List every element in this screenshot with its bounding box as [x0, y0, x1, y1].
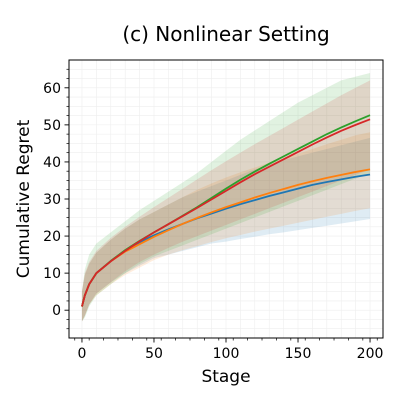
- x-tick-label: 200: [357, 346, 384, 362]
- y-tick-label: 60: [43, 81, 61, 97]
- band-series-1: [81, 137, 371, 322]
- band-series-2: [81, 132, 371, 322]
- x-tick-label: 50: [145, 346, 163, 362]
- y-axis-label: Cumulative Regret: [14, 119, 34, 278]
- y-tick-label: 40: [43, 155, 61, 171]
- line-series-4: [81, 118, 371, 307]
- x-tick-label: 100: [213, 346, 240, 362]
- series-lines: [81, 114, 371, 307]
- band-series-4: [81, 80, 371, 322]
- chart-title: (c) Nonlinear Setting: [122, 22, 329, 46]
- confidence-bands: [81, 72, 371, 322]
- y-tick-label: 50: [43, 118, 61, 134]
- y-tick-label: 20: [43, 229, 61, 245]
- y-tick-label: 30: [43, 192, 61, 208]
- band-series-3: [81, 72, 371, 322]
- axis-ticks: 0 50 100 150 200 0 10 20 30 40 50 60: [43, 68, 384, 362]
- y-tick-label: 10: [43, 266, 61, 282]
- y-tick-label: 0: [52, 303, 61, 319]
- x-tick-label: 0: [78, 346, 87, 362]
- x-axis-label: Stage: [201, 367, 250, 387]
- x-tick-label: 150: [285, 346, 312, 362]
